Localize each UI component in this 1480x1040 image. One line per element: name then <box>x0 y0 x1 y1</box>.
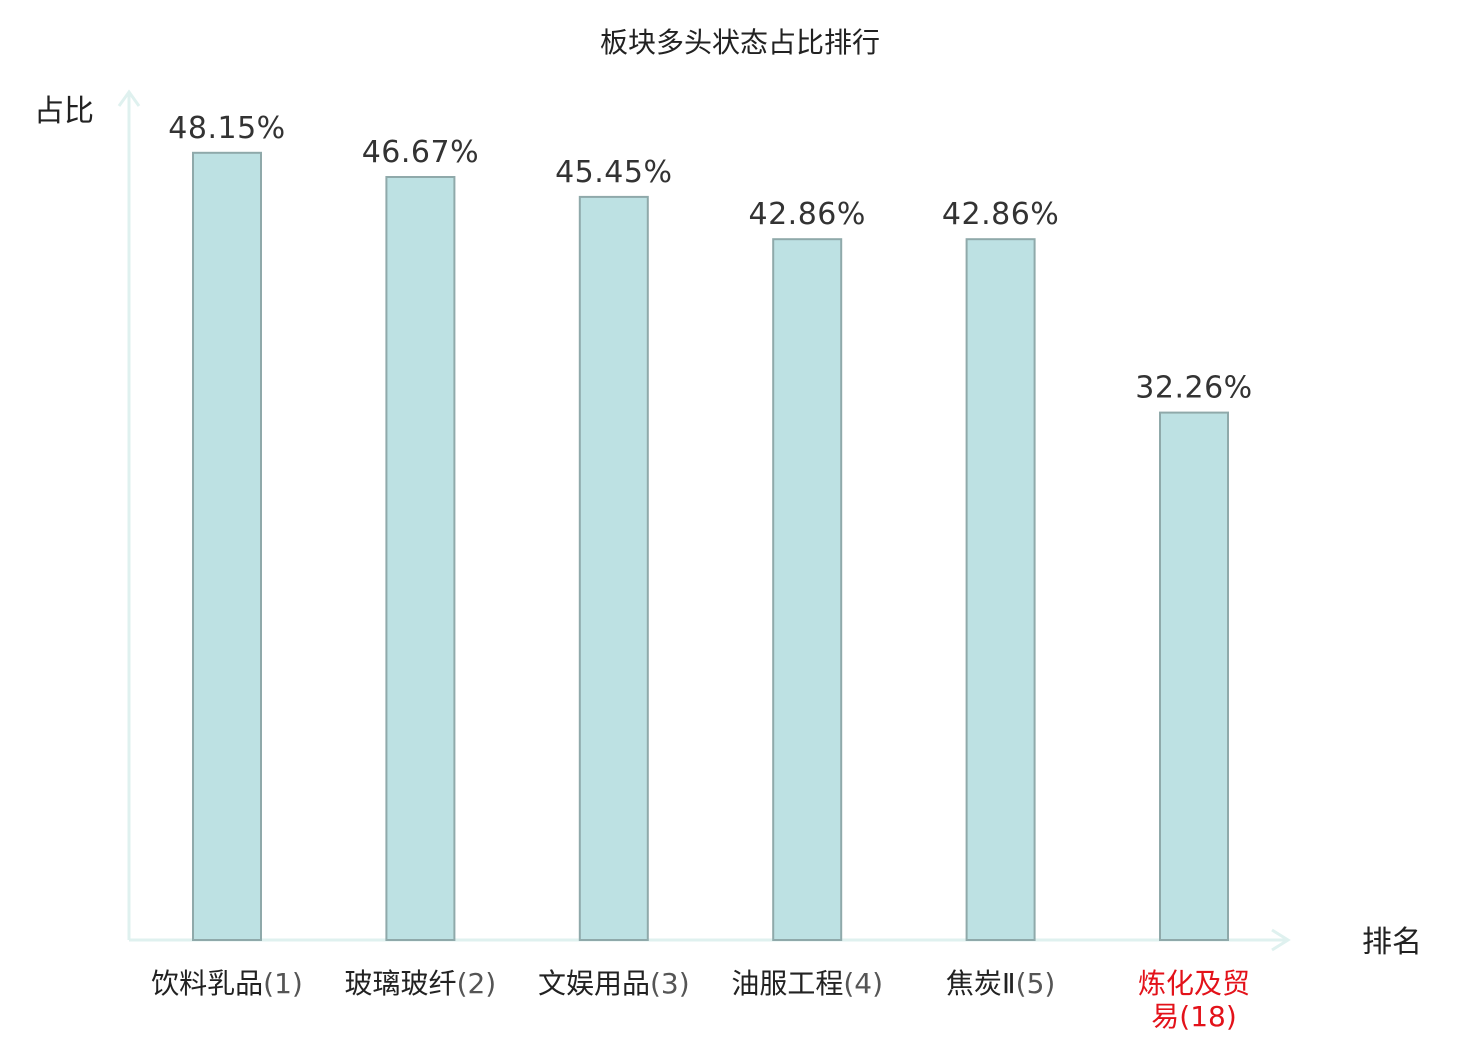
bars-group <box>192 151 1229 942</box>
value-label-1: 48.15% <box>168 111 285 146</box>
bar-1 <box>192 151 262 942</box>
bar-5 <box>965 238 1036 941</box>
category-label-5: 焦炭Ⅱ(5) <box>946 967 1055 1000</box>
category-label-1: 饮料乳品(1) <box>151 967 303 1000</box>
bar-2 <box>385 176 456 941</box>
category-label-6: 炼化及贸易(18) <box>1138 967 1250 1033</box>
x-axis-label: 排名 <box>1362 925 1422 960</box>
bar-4 <box>772 238 843 941</box>
bar-6 <box>1159 411 1229 942</box>
y-axis-label: 占比 <box>34 94 94 129</box>
value-label-4: 42.86% <box>749 197 866 232</box>
axes <box>117 89 1291 952</box>
category-label-4: 油服工程(4) <box>731 967 883 1000</box>
value-label-6: 32.26% <box>1135 371 1252 406</box>
x-axis-arrow <box>1271 928 1291 952</box>
value-label-5: 42.86% <box>942 197 1059 232</box>
category-label-3: 文娱用品(3) <box>538 967 690 1000</box>
chart-title: 板块多头状态占比排行 <box>600 26 880 59</box>
value-label-3: 45.45% <box>555 155 672 190</box>
category-label-2: 玻璃玻纤(2) <box>345 967 497 1000</box>
y-axis-arrow <box>117 89 141 107</box>
category-labels-group: 饮料乳品(1) 玻璃玻纤(2) 文娱用品(3) 油服工程(4) 焦炭Ⅱ(5) 炼化及贸易(… <box>151 967 1250 1033</box>
value-labels-group: 48.15% 46.67% 45.45% 42.86% 42.86% 32.26% <box>168 111 1252 406</box>
bar-3 <box>578 195 649 941</box>
value-label-2: 46.67% <box>362 135 479 170</box>
